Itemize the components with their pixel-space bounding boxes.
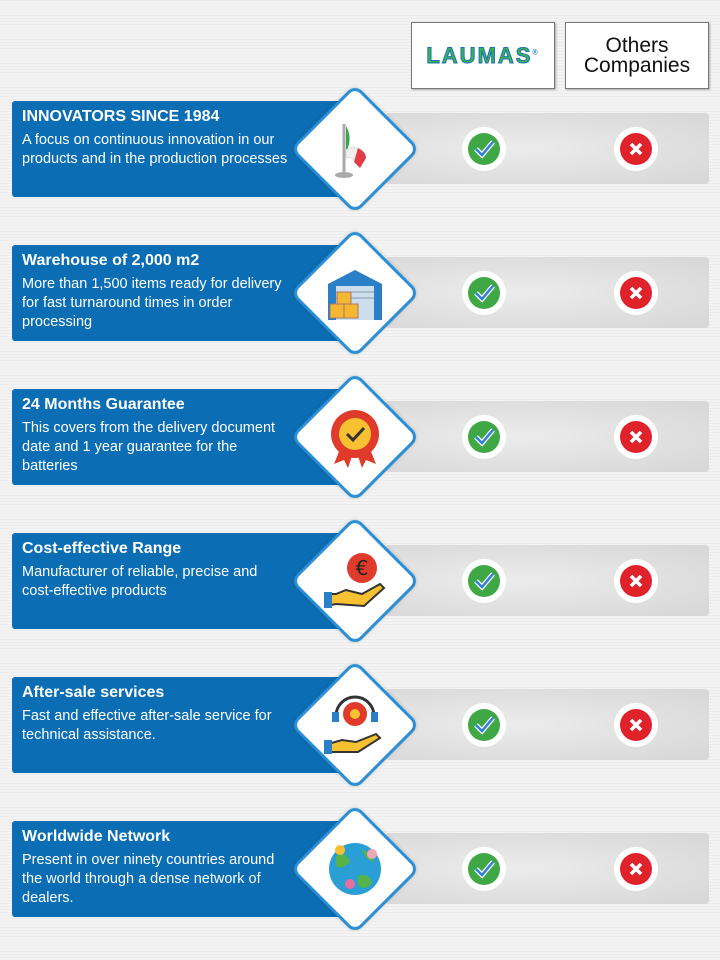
comparison-bar	[385, 545, 709, 616]
check-icon	[462, 415, 506, 459]
svg-text:€: €	[356, 556, 369, 580]
cross-icon	[614, 703, 658, 747]
support-gear-icon	[324, 695, 382, 754]
comparison-bar	[385, 833, 709, 904]
feature-title: Worldwide Network	[22, 828, 171, 845]
warehouse-icon	[328, 270, 382, 320]
feature-title: Warehouse of 2,000 m2	[22, 252, 200, 269]
laumas-logo: LAUMAS®	[426, 42, 540, 68]
comparison-bar	[385, 257, 709, 328]
feature-description: Fast and effective after-sale service fo…	[22, 708, 272, 743]
check-icon	[462, 703, 506, 747]
feature-title: Cost-effective Range	[22, 540, 182, 557]
comparison-bar	[385, 401, 709, 472]
comparison-row: Warehouse of 2,000 m2 More than 1,500 it…	[0, 227, 720, 359]
check-icon	[462, 559, 506, 603]
comparison-bar	[385, 689, 709, 760]
check-icon	[462, 271, 506, 315]
others-label: Others Companies	[583, 33, 691, 77]
comparison-bar	[385, 113, 709, 184]
comparison-row: After-sale services Fast and effective a…	[0, 659, 720, 791]
globe-network-icon	[329, 843, 381, 895]
cross-icon	[614, 559, 658, 603]
feature-description: A focus on continuous innovation in our …	[22, 132, 288, 167]
feature-description: More than 1,500 items ready for delivery…	[22, 276, 282, 330]
euro-hand-icon: €	[324, 553, 386, 608]
guarantee-badge-icon	[331, 410, 379, 468]
feature-description: Present in over ninety countries around …	[22, 852, 275, 906]
check-icon	[462, 847, 506, 891]
feature-title: INNOVATORS SINCE 1984	[22, 108, 220, 125]
cross-icon	[614, 127, 658, 171]
feature-card: Warehouse of 2,000 m2 More than 1,500 it…	[12, 245, 352, 341]
comparison-row: INNOVATORS SINCE 1984 A focus on continu…	[0, 83, 720, 215]
cross-icon	[614, 415, 658, 459]
feature-description: Manufacturer of reliable, precise and co…	[22, 564, 258, 599]
comparison-row: 24 Months Guarantee This covers from the…	[0, 371, 720, 503]
feature-card: After-sale services Fast and effective a…	[12, 677, 352, 773]
feature-title: 24 Months Guarantee	[22, 396, 185, 413]
check-icon	[462, 127, 506, 171]
laumas-header: LAUMAS®	[411, 22, 555, 89]
italian-flag-icon	[335, 124, 366, 178]
cross-icon	[614, 271, 658, 315]
others-header: Others Companies	[565, 22, 709, 89]
comparison-row: Worldwide Network Present in over ninety…	[0, 803, 720, 935]
cross-icon	[614, 847, 658, 891]
comparison-row: Cost-effective Range Manufacturer of rel…	[0, 515, 720, 647]
feature-title: After-sale services	[22, 684, 165, 701]
feature-description: This covers from the delivery document d…	[22, 420, 276, 474]
